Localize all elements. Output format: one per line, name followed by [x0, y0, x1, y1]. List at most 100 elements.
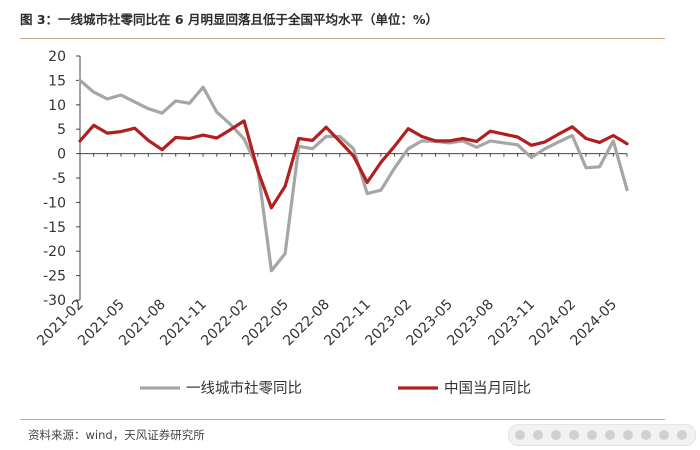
data-point: [119, 130, 123, 133]
data-point: [352, 154, 355, 158]
data-point: [379, 189, 383, 192]
data-point: [502, 132, 506, 136]
data-point: [365, 181, 369, 184]
data-point: [516, 135, 519, 139]
title-divider: [20, 38, 665, 39]
data-point: [612, 139, 615, 143]
data-point: [598, 141, 601, 144]
data-point: [407, 147, 410, 150]
data-point: [557, 140, 560, 144]
data-point: [160, 111, 164, 115]
data-point: [461, 137, 465, 140]
data-point: [106, 131, 109, 135]
series-1: [78, 78, 629, 273]
data-point: [311, 147, 314, 150]
data-point: [543, 147, 547, 150]
data-point: [625, 142, 629, 146]
data-point: [393, 167, 396, 170]
data-point: [571, 134, 574, 137]
y-tick-label: -10: [43, 195, 66, 211]
data-point: [530, 156, 533, 159]
y-tick-label: -20: [43, 244, 66, 260]
data-point: [188, 102, 191, 105]
data-point: [557, 132, 560, 136]
data-point: [283, 185, 287, 188]
series-2: [78, 119, 629, 210]
data-point: [475, 140, 478, 143]
data-point: [92, 124, 95, 127]
data-point: [338, 135, 342, 138]
legend-label: 中国当月同比: [444, 380, 531, 397]
data-point: [420, 139, 424, 143]
data-point: [229, 128, 232, 131]
data-point: [543, 140, 547, 144]
y-tick-label: 20: [48, 49, 66, 65]
data-point: [612, 134, 615, 137]
data-point: [448, 139, 451, 143]
y-tick-label: -15: [43, 220, 66, 236]
data-point: [147, 107, 150, 110]
watermark-logo: [508, 424, 696, 446]
y-tick-label: 5: [57, 122, 66, 138]
data-point: [434, 139, 437, 143]
data-point: [92, 90, 95, 94]
data-point: [133, 127, 136, 130]
data-point: [584, 166, 588, 169]
data-point: [174, 99, 177, 103]
data-point: [352, 147, 355, 150]
x-axis: 2021-022021-052021-082021-112022-022022-…: [34, 153, 628, 349]
series-layer: [78, 78, 629, 273]
data-point: [201, 86, 205, 89]
data-point: [379, 161, 383, 164]
data-point: [571, 125, 574, 128]
series-line: [78, 78, 629, 273]
data-point: [516, 143, 519, 147]
data-point: [584, 137, 588, 140]
data-point: [270, 269, 273, 272]
data-point: [256, 169, 259, 172]
data-point: [502, 141, 506, 145]
y-axis: 20 15 10 5 0 -5 -10 -15 -20 -25 -30: [43, 49, 81, 309]
data-point: [625, 188, 629, 191]
data-point: [420, 135, 424, 138]
data-point: [324, 126, 328, 129]
data-point: [106, 97, 109, 101]
data-point: [530, 144, 533, 147]
y-tick-label: -5: [52, 171, 66, 187]
data-point: [393, 145, 396, 148]
data-point: [365, 192, 369, 195]
data-point: [242, 137, 246, 141]
data-point: [188, 137, 191, 140]
data-point: [407, 127, 410, 130]
source-divider: [20, 419, 665, 420]
data-point: [242, 119, 246, 123]
data-point: [324, 135, 328, 138]
data-point: [147, 139, 150, 142]
data-point: [461, 139, 465, 143]
data-point: [338, 140, 342, 143]
data-point: [270, 206, 273, 209]
y-tick-label: -30: [43, 293, 66, 309]
source-note: 资料来源：wind，天风证券研究所: [28, 428, 205, 442]
data-point: [133, 100, 136, 104]
data-point: [229, 123, 232, 126]
data-point: [78, 79, 82, 82]
data-point: [489, 129, 492, 133]
data-point: [78, 139, 82, 143]
data-point: [174, 136, 177, 139]
data-point: [297, 137, 300, 140]
line-chart: 20 15 10 5 0 -5 -10 -15 -20 -25 -30 2021-022021-05…: [34, 49, 629, 397]
y-tick-label: 10: [48, 98, 66, 114]
data-point: [215, 110, 218, 114]
data-point: [489, 139, 492, 143]
y-tick-label: 15: [48, 73, 66, 89]
chart-title: 图 3：一线城市社零同比在 6 月明显回落且低于全国平均水平（单位：%）: [20, 12, 438, 27]
data-point: [311, 139, 314, 142]
legend: 一线城市社零同比 中国当月同比: [140, 380, 531, 397]
y-tick-label: -25: [43, 269, 66, 285]
data-point: [283, 252, 287, 255]
data-point: [215, 136, 218, 140]
series-line: [78, 119, 629, 210]
data-point: [201, 133, 205, 137]
legend-label: 一线城市社零同比: [186, 380, 302, 397]
